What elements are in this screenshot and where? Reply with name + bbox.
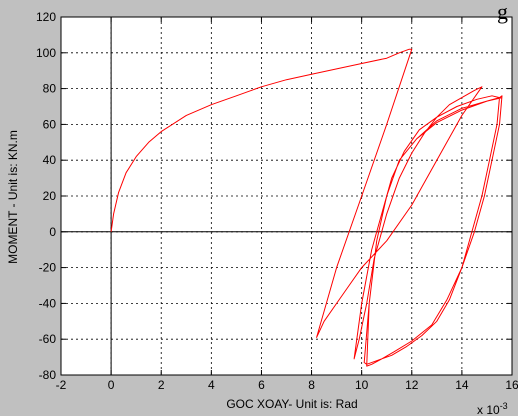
y-tick-label: 100 bbox=[36, 46, 56, 60]
y-tick-label: 0 bbox=[49, 225, 56, 239]
x-exponent-base: x 10 bbox=[477, 403, 500, 416]
plot-frame bbox=[60, 16, 513, 376]
y-tick-label: -40 bbox=[39, 296, 57, 310]
x-tick-label: 16 bbox=[505, 378, 518, 392]
title-fragment: g bbox=[497, 0, 508, 24]
x-tick-label: 10 bbox=[355, 378, 369, 392]
y-tick-label: 20 bbox=[43, 189, 57, 203]
x-exponent-label: x 10-3 bbox=[477, 401, 508, 416]
x-tick-label: 6 bbox=[258, 378, 265, 392]
x-tick-label: 8 bbox=[308, 378, 315, 392]
y-tick-label: 120 bbox=[36, 10, 56, 24]
zero-lines bbox=[61, 17, 512, 375]
series-layer bbox=[110, 48, 503, 367]
y-tick-label: 60 bbox=[43, 117, 57, 131]
y-tick-label: -60 bbox=[39, 332, 57, 346]
y-axis-label: MOMENT - Unit is: KN.m bbox=[6, 130, 20, 264]
tick-marks bbox=[60, 16, 513, 376]
x-tick-label: 14 bbox=[455, 378, 469, 392]
hysteresis-series-line bbox=[110, 48, 503, 367]
x-exponent-power: -3 bbox=[500, 401, 508, 411]
x-tick-label: 4 bbox=[208, 378, 215, 392]
x-tick-label: 12 bbox=[405, 378, 419, 392]
y-tick-label: 80 bbox=[43, 82, 57, 96]
y-tick-label: -80 bbox=[39, 368, 57, 382]
x-tick-labels: -2 0 2 4 6 8 10 12 14 16 bbox=[56, 378, 518, 392]
x-tick-label: 0 bbox=[108, 378, 115, 392]
x-tick-label: 2 bbox=[158, 378, 165, 392]
y-tick-labels: -80 -60 -40 -20 0 20 40 60 80 100 120 bbox=[36, 10, 56, 382]
y-tick-label: 40 bbox=[43, 153, 57, 167]
y-tick-label: -20 bbox=[39, 261, 57, 275]
x-tick-label: -2 bbox=[56, 378, 67, 392]
x-axis-label: GOC XOAY- Unit is: Rad bbox=[226, 397, 357, 411]
